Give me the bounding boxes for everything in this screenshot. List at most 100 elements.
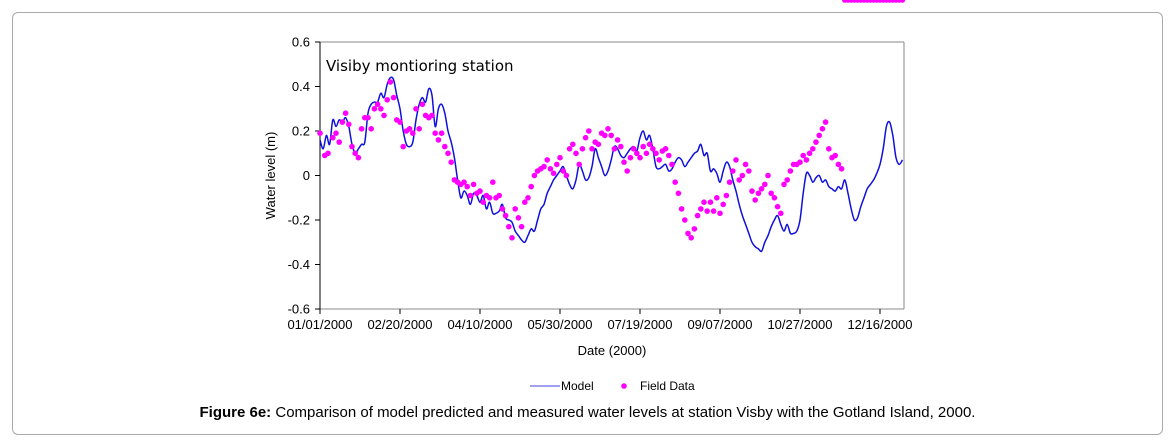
field-data-point: [582, 134, 589, 141]
field-data-point: [787, 168, 794, 174]
field-data-point: [528, 183, 534, 190]
field-data-point: [640, 143, 646, 150]
field-data-point: [570, 141, 576, 148]
y-tick-label: 0.2: [292, 124, 310, 139]
field-data-point: [566, 146, 573, 152]
figure-caption: Figure 6e: Comparison of model predicted…: [0, 404, 1175, 421]
field-data-point: [544, 157, 550, 163]
x-tick-label: 05/30/2000: [527, 317, 592, 332]
field-data-point: [627, 154, 634, 161]
x-axis-title: Date (2000): [578, 343, 647, 358]
y-tick-label: -0.4: [288, 257, 310, 272]
field-data-point: [445, 150, 451, 157]
field-data-point: [835, 161, 842, 168]
field-data-point: [618, 143, 624, 150]
field-data-point: [486, 195, 493, 201]
field-data-point: [563, 172, 570, 179]
field-data-point: [752, 197, 758, 203]
field-data-point: [365, 114, 371, 121]
figure-caption-text: Comparison of model predicted and measur…: [271, 404, 976, 421]
field-data-point: [518, 223, 525, 230]
field-data-point: [349, 143, 355, 150]
field-data-point: [429, 112, 435, 119]
field-data-point: [656, 157, 662, 163]
field-data-point: [800, 152, 806, 159]
field-data-point: [330, 134, 336, 141]
field-data-point: [490, 179, 496, 185]
field-data-point: [758, 186, 765, 192]
field-data-point: [496, 192, 503, 199]
field-data-point: [378, 106, 384, 112]
field-data-point: [467, 192, 474, 199]
field-data-point: [650, 146, 656, 152]
legend-field-label: Field Data: [640, 379, 695, 393]
field-data-point: [646, 141, 653, 148]
y-tick-label: -0.6: [288, 302, 310, 317]
field-data-point: [461, 179, 467, 185]
field-data-point: [816, 132, 822, 139]
field-data-point: [438, 130, 445, 136]
field-data-point: [586, 128, 592, 134]
field-data-point: [397, 119, 403, 125]
field-data-point: [694, 212, 701, 219]
field-data-point: [317, 130, 323, 136]
field-data-point: [749, 188, 755, 194]
field-data-point: [413, 106, 419, 112]
legend-model-label: Model: [561, 379, 594, 393]
y-axis-title: Water level (m): [263, 132, 278, 220]
field-data-point: [560, 168, 566, 174]
field-data-point: [406, 126, 413, 132]
field-data-point: [515, 215, 522, 221]
y-tick-label: -0.2: [288, 213, 310, 228]
field-data-point: [336, 139, 343, 145]
field-data-point: [826, 146, 832, 152]
station-annotation: Visiby montioring station: [326, 57, 514, 75]
field-data-point: [736, 177, 742, 183]
field-data-point: [435, 137, 442, 143]
field-data-point: [614, 137, 621, 143]
field-data-point: [557, 154, 563, 161]
field-data-point: [611, 146, 618, 152]
field-data-point: [573, 150, 579, 157]
field-data-point: [720, 201, 726, 208]
x-tick-label: 02/20/2000: [367, 317, 432, 332]
field-data-point: [342, 110, 349, 116]
field-data-point: [374, 101, 381, 108]
field-data-point: [771, 195, 778, 201]
field-data-point: [678, 206, 685, 212]
y-tick-label: 0.4: [292, 79, 310, 94]
field-data-point: [589, 146, 595, 152]
field-data-point: [784, 177, 790, 183]
field-data-point: [355, 154, 362, 161]
field-data-point: [448, 159, 455, 165]
field-data-point: [662, 146, 669, 152]
field-data-point: [778, 210, 784, 217]
field-data-point: [371, 106, 378, 112]
field-data-point: [509, 235, 515, 241]
field-data-point: [726, 179, 733, 185]
field-data-point: [442, 143, 448, 150]
field-data-point: [541, 163, 547, 170]
field-data-point: [704, 208, 710, 214]
field-data-point: [464, 183, 471, 190]
x-tick-label: 09/07/2000: [687, 317, 752, 332]
field-data-point: [710, 208, 717, 214]
field-data-point: [502, 212, 509, 219]
y-tick-label: 0.6: [292, 35, 310, 50]
x-tick-label: 10/27/2000: [767, 317, 832, 332]
x-tick-label: 01/01/2000: [287, 317, 352, 332]
x-tick-label: 07/19/2000: [607, 317, 672, 332]
legend: Model Field Data: [530, 379, 695, 393]
field-data-point: [634, 150, 640, 157]
field-data-point: [480, 199, 487, 205]
field-data-point: [682, 217, 688, 223]
field-data-point: [768, 190, 774, 197]
field-data-point: [477, 188, 483, 194]
field-data-point: [819, 126, 826, 132]
field-data-point: [352, 150, 359, 157]
figure-frame: [12, 12, 1163, 435]
plot-area: [319, 41, 905, 310]
x-tick-label: 12/16/2000: [847, 317, 912, 332]
field-data-point: [554, 161, 560, 168]
